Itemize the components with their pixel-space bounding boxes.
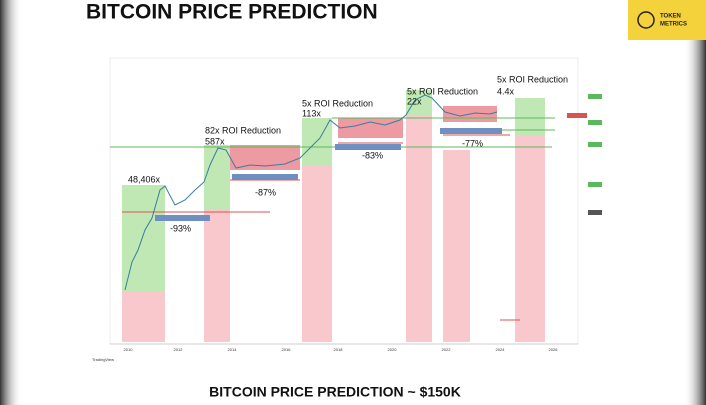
green-zone [515, 98, 545, 135]
annotation: -87% [255, 187, 276, 197]
info-box [440, 128, 502, 134]
pink-zone [443, 150, 470, 342]
annotation: -93% [170, 223, 191, 233]
green-zone [406, 90, 432, 115]
x-tick-label: 2020 [388, 347, 398, 352]
logo-icon [637, 11, 655, 29]
axis-badge [588, 142, 602, 147]
source: TradingView [92, 357, 114, 362]
x-tick-label: 2018 [334, 347, 344, 352]
green-zone [204, 145, 230, 210]
edge-shade [684, 0, 706, 405]
pink-zone [302, 165, 332, 342]
plot-area [109, 57, 579, 345]
annotation: 5x ROI Reduction [407, 86, 478, 96]
x-tick-label: 2012 [174, 347, 184, 352]
annotation: -77% [462, 138, 483, 148]
annotation: 22x [407, 96, 422, 106]
logo-text: METRICS [660, 22, 687, 28]
info-box [232, 174, 298, 180]
annotation: 82x ROI Reduction [205, 125, 281, 135]
axis-badge [567, 113, 587, 118]
axis-badge [588, 120, 602, 125]
chart: 48,406x -93% 82x ROI Reduction 587x -87%… [92, 57, 602, 362]
red-zone [338, 118, 403, 138]
caption: BITCOIN PRICE PREDICTION ~ $150K [209, 384, 461, 400]
annotation: 4.4x [497, 86, 515, 96]
x-tick-label: 2022 [442, 347, 452, 352]
annotation: 48,406x [128, 174, 161, 184]
annotation: -83% [362, 150, 383, 160]
axis-badge [588, 210, 602, 215]
logo-text: TOKEN [660, 14, 681, 20]
logo: TOKEN METRICS [628, 0, 706, 40]
annotation: 113x [302, 108, 321, 118]
logo-box [628, 0, 706, 40]
axis-badge [588, 94, 602, 99]
annotation: 587x [205, 136, 225, 146]
info-box [155, 215, 210, 221]
pink-zone [406, 115, 432, 342]
x-tick-label: 2010 [124, 347, 134, 352]
x-tick-label: 2016 [282, 347, 292, 352]
edge-shade [0, 0, 22, 405]
x-tick-label: 2024 [496, 347, 506, 352]
axis-badge [588, 182, 602, 187]
x-tick-label: 2014 [228, 347, 238, 352]
pink-zone [204, 210, 230, 342]
pink-zone [122, 292, 165, 342]
x-tick-label: 2026 [549, 347, 559, 352]
annotation: 5x ROI Reduction [497, 74, 568, 84]
price-line [124, 94, 498, 291]
title: BITCOIN PRICE PREDICTION [86, 1, 378, 24]
info-box [335, 144, 401, 150]
annotation: 5x ROI Reduction [302, 98, 373, 108]
pink-zone [515, 135, 545, 342]
